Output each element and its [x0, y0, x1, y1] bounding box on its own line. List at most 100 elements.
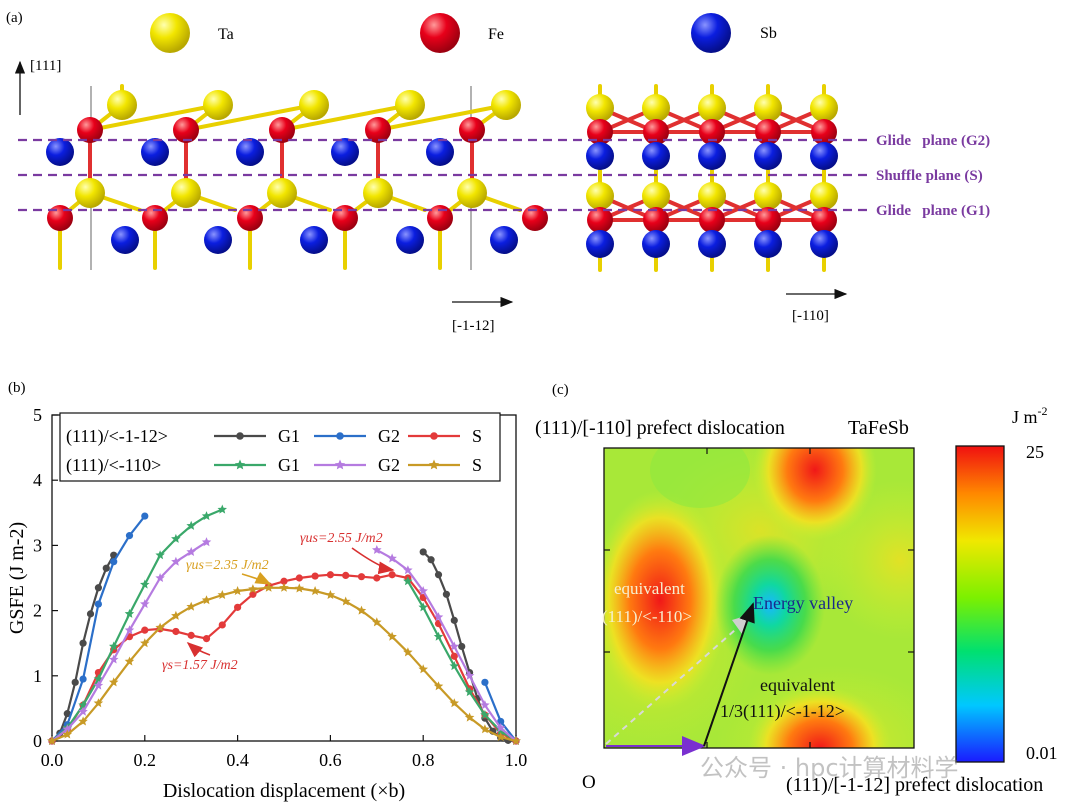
fe-atom [643, 119, 669, 145]
series-line [52, 542, 207, 741]
x-tick-label: 0.2 [134, 750, 157, 770]
series-line [52, 510, 222, 742]
legend-series-label: G1 [278, 455, 300, 475]
sb-atom [754, 230, 782, 258]
legend-row1-label: (111)/<-1-12> [66, 426, 168, 447]
panel-c-title: (111)/[-110] prefect dislocation [535, 417, 785, 439]
data-point [427, 556, 434, 563]
data-point [420, 548, 427, 555]
panel-c-label: (c) [552, 382, 569, 398]
data-point [87, 610, 94, 617]
valley-label: Energy valley [753, 593, 853, 613]
y-axis-label: GSFE (J m-2) [6, 522, 28, 634]
data-point [141, 512, 148, 519]
fe-atom [587, 119, 613, 145]
y-tick-label: 1 [33, 666, 42, 686]
data-point [140, 580, 150, 589]
data-point [79, 675, 86, 682]
legend-series-label: G2 [378, 426, 400, 446]
sb-atom [810, 230, 838, 258]
data-point [103, 565, 110, 572]
y-tick-label: 2 [33, 601, 42, 621]
ta-atom [642, 94, 670, 122]
ta-atom [107, 90, 137, 120]
annot-us-red-arrow [352, 548, 393, 570]
cbar-min: 0.01 [1026, 743, 1058, 763]
panel-b: (b) 0.0 0.2 0.4 0.6 0.8 1.0 0 1 2 3 4 5 Dislocation … [6, 380, 527, 802]
atom-legend: Ta Fe Sb [150, 13, 777, 53]
sb-legend-label: Sb [760, 25, 777, 42]
ta-atom [754, 182, 782, 210]
annot-s-red: γs=1.57 J/m2 [162, 658, 238, 673]
data-point [310, 586, 320, 595]
plane-g1-label: Glide plane (G1) [876, 203, 990, 219]
ta-atom [75, 178, 105, 208]
colorbar [956, 446, 1004, 762]
eq112-line1: equivalent [760, 675, 835, 695]
panel-a-label: (a) [6, 10, 23, 26]
data-point [218, 505, 228, 514]
series-G2-circle [48, 512, 519, 744]
data-point [126, 532, 133, 539]
data-point [95, 584, 102, 591]
ta-atom [586, 94, 614, 122]
legend-marker [236, 432, 244, 440]
data-point [218, 590, 228, 599]
panel-b-label: (b) [8, 380, 26, 396]
annot-us-gold-arrow [242, 574, 270, 584]
legend-series-label: S [472, 455, 482, 475]
x-tick-label: 0.0 [41, 750, 64, 770]
x-tick-label: 0.8 [412, 750, 435, 770]
data-point [219, 621, 226, 628]
left-crystal-view [46, 86, 548, 268]
fe-atom [755, 119, 781, 145]
axis-112-label: [-1-12] [452, 318, 494, 334]
x-tick-label: 0.6 [319, 750, 342, 770]
sb-atom [698, 230, 726, 258]
figure-canvas: (a) Ta Fe Sb [111] Glide plane (G2) Shuf… [0, 0, 1080, 808]
y-tick-label: 4 [33, 470, 42, 490]
ta-atom [267, 178, 297, 208]
eq112-line2: 1/3(111)/<-1-12> [720, 701, 845, 722]
sb-atom [111, 226, 139, 254]
data-point [358, 573, 365, 580]
ta-atom [642, 182, 670, 210]
data-point [141, 627, 148, 634]
data-point [202, 595, 212, 604]
data-point [79, 640, 86, 647]
series-G1-star [47, 505, 521, 746]
legend-series-label: G2 [378, 455, 400, 475]
ta-legend-label: Ta [218, 26, 234, 43]
watermark: 公众号 · hpc计算材料学 [700, 748, 959, 783]
data-point [458, 643, 465, 650]
ta-atom [698, 182, 726, 210]
panel-c-material: TaFeSb [848, 417, 909, 439]
sb-atom [810, 142, 838, 170]
ta-atom [171, 178, 201, 208]
sb-legend-atom [691, 13, 731, 53]
data-point [279, 583, 289, 592]
data-point [296, 574, 303, 581]
panel-a: (a) Ta Fe Sb [111] Glide plane (G2) Shuf… [6, 10, 990, 334]
ta-atom [299, 90, 329, 120]
data-point [234, 604, 241, 611]
data-point [295, 583, 305, 592]
sb-atom [698, 142, 726, 170]
data-point [327, 571, 334, 578]
fe-legend-atom [420, 13, 460, 53]
data-point [443, 591, 450, 598]
data-point [311, 572, 318, 579]
x-tick-label: 0.4 [226, 750, 249, 770]
data-point [188, 632, 195, 639]
data-point [451, 617, 458, 624]
sb-atom [754, 142, 782, 170]
plane-s-label: Shuffle plane (S) [876, 168, 983, 184]
sb-atom [396, 226, 424, 254]
data-point [326, 590, 336, 599]
series-G2-star [47, 537, 521, 745]
annot-s-red-arrow [188, 643, 210, 655]
fe-atom [699, 119, 725, 145]
sb-atom [642, 230, 670, 258]
eq110-line2: (111)/<-110> [602, 607, 692, 626]
ta-atom [203, 90, 233, 120]
